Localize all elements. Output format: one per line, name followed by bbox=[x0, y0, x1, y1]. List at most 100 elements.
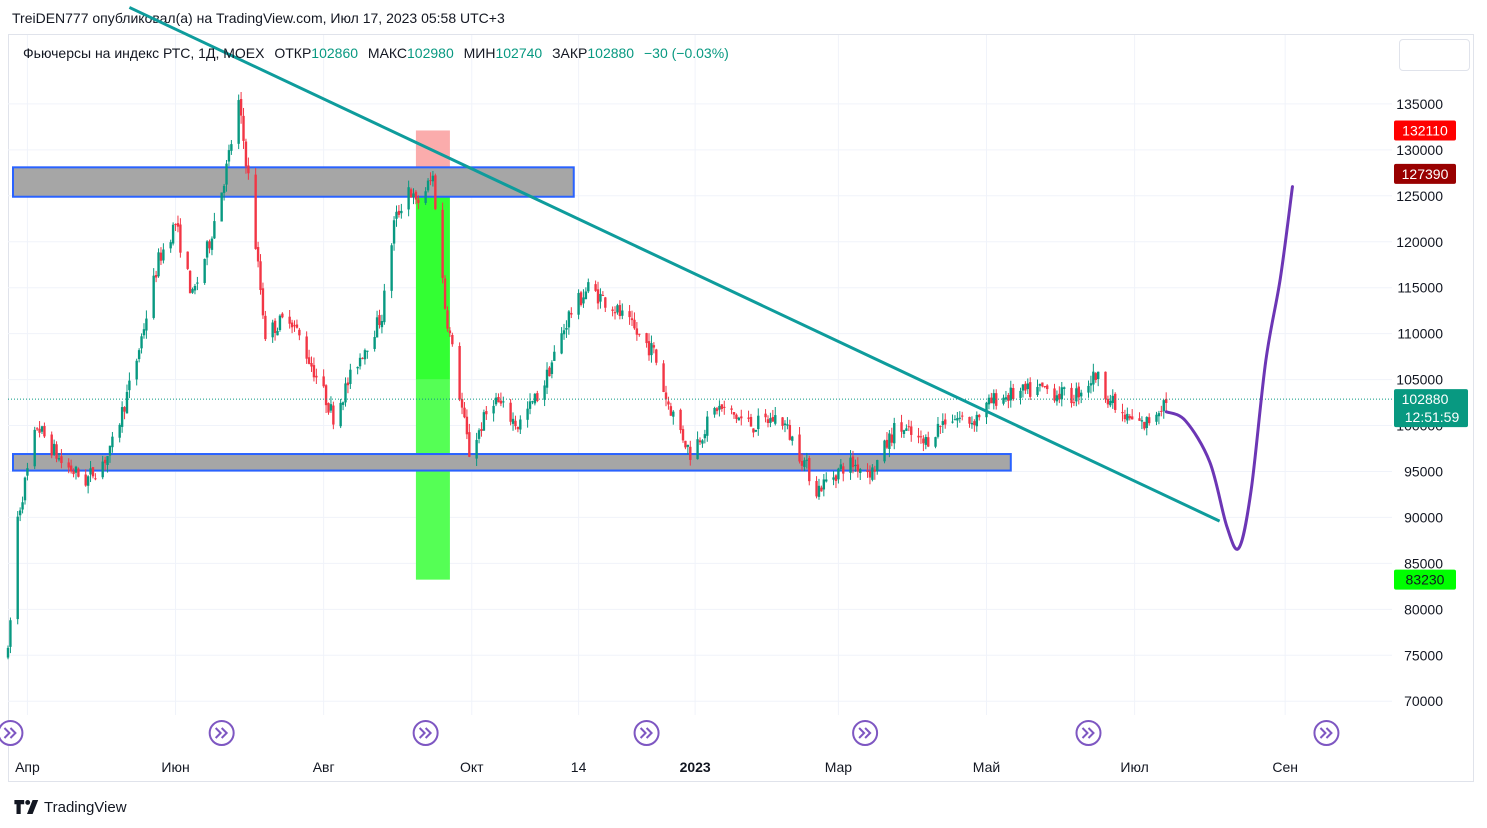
legend-close-value: 102880 bbox=[587, 45, 635, 61]
candle-body bbox=[1147, 417, 1151, 424]
candle-body bbox=[443, 278, 447, 309]
candle-body bbox=[281, 313, 284, 318]
price-tick-label: 115000 bbox=[1397, 280, 1443, 296]
candle-body bbox=[485, 411, 488, 415]
candle-body bbox=[859, 469, 862, 473]
candle-body bbox=[681, 429, 685, 441]
candle-body bbox=[193, 285, 197, 291]
candle-body bbox=[1092, 371, 1095, 385]
candle-body bbox=[499, 400, 503, 404]
candle-body bbox=[225, 163, 228, 185]
candle-body bbox=[278, 315, 282, 331]
candle-body bbox=[638, 333, 641, 335]
candle-body bbox=[293, 325, 296, 327]
event-icon-ring bbox=[0, 720, 24, 746]
candle-body bbox=[1104, 371, 1107, 400]
candle-body bbox=[669, 406, 673, 416]
candle-body bbox=[1046, 385, 1049, 390]
candle-body bbox=[584, 291, 588, 300]
candle-body bbox=[361, 357, 364, 359]
candle-body bbox=[315, 375, 318, 378]
candle-body bbox=[749, 416, 753, 427]
candle-body bbox=[992, 393, 995, 404]
candle-body bbox=[307, 357, 311, 364]
candle-body bbox=[565, 327, 568, 330]
chart-legend: Фьючерсы на индекс РТС, 1Д, MOEX ОТКР102… bbox=[23, 45, 729, 61]
candle-body bbox=[995, 393, 998, 406]
candle-body bbox=[577, 293, 580, 315]
time-tick-label: Апр bbox=[15, 759, 40, 775]
candle-body bbox=[601, 294, 605, 296]
candle-body bbox=[771, 417, 775, 422]
candle-body bbox=[397, 210, 401, 215]
candle-body bbox=[94, 478, 97, 480]
event-marker-icon[interactable] bbox=[1075, 720, 1102, 746]
candle-body bbox=[613, 312, 617, 314]
candle-body bbox=[718, 405, 721, 410]
candle-body bbox=[366, 350, 369, 352]
candle-body bbox=[528, 401, 532, 409]
candle-body bbox=[849, 457, 852, 473]
candle-body bbox=[106, 456, 109, 465]
candle-body bbox=[322, 376, 325, 387]
candle-body bbox=[621, 310, 624, 316]
candle-body bbox=[494, 397, 498, 405]
candle-body bbox=[871, 467, 874, 480]
candle-body bbox=[60, 456, 63, 464]
candle-body bbox=[582, 297, 585, 304]
chart-settings-box[interactable] bbox=[1399, 39, 1470, 71]
time-tick-label: Авг bbox=[313, 759, 335, 775]
price-label-text: 132110 bbox=[1402, 122, 1448, 138]
candle-body bbox=[458, 345, 461, 400]
candle-body bbox=[18, 510, 22, 516]
candle-body bbox=[732, 412, 736, 415]
price-label-bg bbox=[1394, 569, 1456, 590]
candle-body bbox=[866, 470, 869, 473]
candle-body bbox=[157, 252, 160, 277]
candle-body bbox=[169, 242, 172, 249]
candle-body bbox=[754, 429, 758, 432]
time-axis: Апр Июн Авг Окт 14 2023 Мар Май Июл Сен bbox=[15, 759, 1298, 775]
candle-body bbox=[1063, 387, 1066, 389]
event-marker-icon[interactable] bbox=[412, 720, 439, 746]
candle-body bbox=[832, 477, 835, 480]
candle-body bbox=[579, 292, 583, 305]
candle-body bbox=[162, 249, 165, 261]
drawings-layer bbox=[8, 6, 1392, 551]
event-marker-icon[interactable] bbox=[1313, 720, 1340, 746]
candle-body bbox=[497, 396, 500, 403]
event-marker-icon[interactable] bbox=[208, 720, 235, 746]
candle-body bbox=[817, 485, 821, 497]
candle-body bbox=[900, 422, 903, 432]
event-marker-icon[interactable] bbox=[0, 720, 24, 746]
candle-body bbox=[205, 241, 209, 258]
candle-body bbox=[596, 289, 600, 304]
candle-body bbox=[273, 320, 277, 334]
candle-body bbox=[448, 330, 452, 334]
candle-body bbox=[431, 175, 435, 182]
candle-body bbox=[652, 345, 656, 348]
candle-body bbox=[842, 466, 845, 474]
candle-body bbox=[730, 408, 733, 410]
time-tick-label: 14 bbox=[571, 759, 587, 775]
candle-body bbox=[766, 419, 770, 423]
candle-body bbox=[1026, 383, 1029, 390]
candle-body bbox=[271, 322, 274, 338]
candle-body bbox=[101, 461, 104, 478]
candle-body bbox=[611, 309, 614, 311]
candle-body bbox=[72, 471, 75, 475]
event-marker-icon[interactable] bbox=[852, 720, 879, 746]
legend-change: −30 (−0.03%) bbox=[643, 45, 729, 61]
candle-body bbox=[1080, 392, 1083, 397]
candle-body bbox=[975, 414, 978, 427]
candle-body bbox=[174, 224, 177, 226]
candle-body bbox=[1145, 417, 1148, 428]
candle-body bbox=[825, 479, 828, 482]
event-marker-icon[interactable] bbox=[633, 720, 660, 746]
candle-body bbox=[735, 414, 738, 419]
candle-body bbox=[803, 460, 806, 467]
candle-body bbox=[242, 115, 245, 141]
candle-body bbox=[358, 357, 362, 367]
candle-body bbox=[698, 440, 702, 443]
